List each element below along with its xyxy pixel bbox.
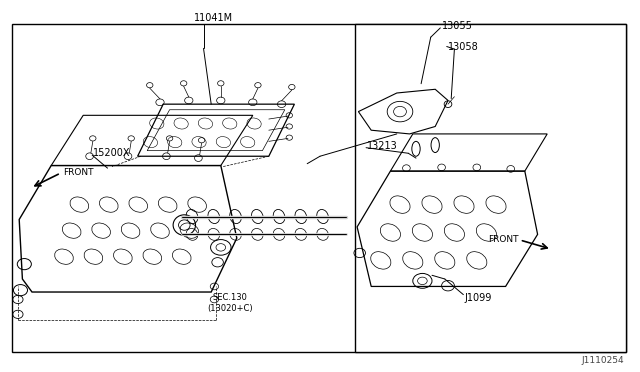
Bar [12,24,626,352]
Bar [355,24,626,352]
Text: FRONT: FRONT [63,168,93,177]
Text: 13055: 13055 [442,21,472,31]
Text: SEC.130: SEC.130 [213,293,248,302]
Text: 11041M: 11041M [194,13,233,23]
Text: J1110254: J1110254 [581,356,624,365]
Text: 13058: 13058 [448,42,479,51]
Text: J1099: J1099 [464,293,492,302]
Text: (13020+C): (13020+C) [207,304,253,312]
Text: 13213: 13213 [367,141,397,151]
Text: FRONT: FRONT [488,235,518,244]
Text: 15200X: 15200X [93,148,131,157]
